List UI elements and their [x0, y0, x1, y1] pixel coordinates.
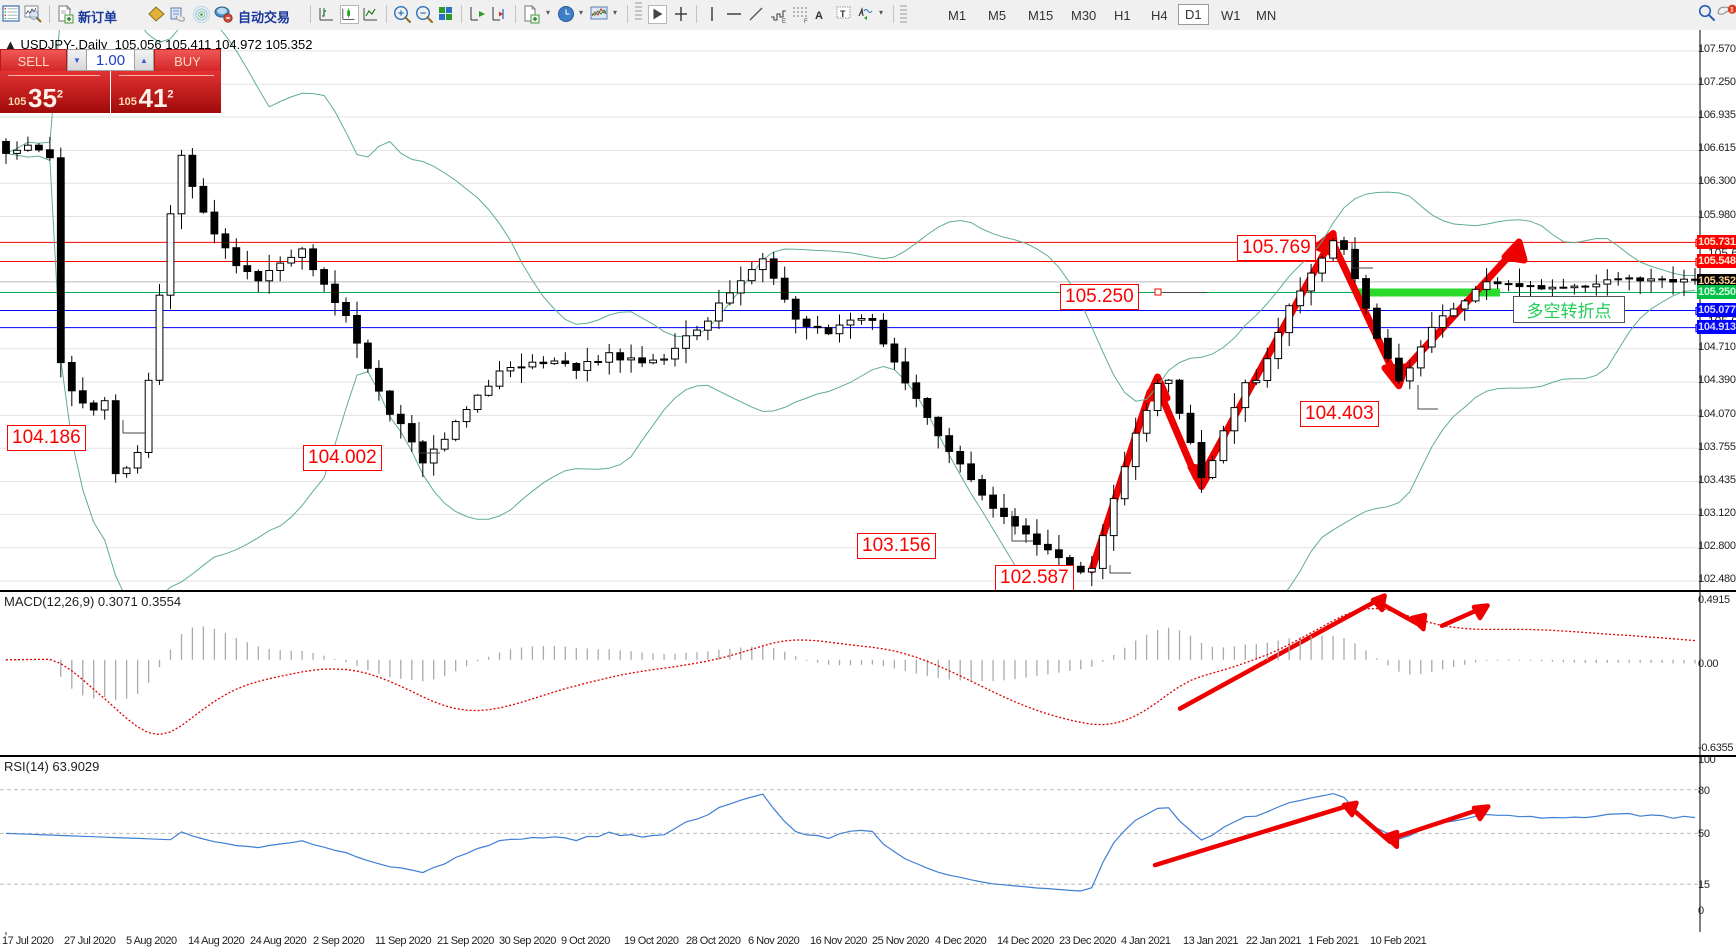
svg-text:1: 1	[1730, 7, 1734, 14]
svg-text:E: E	[782, 19, 786, 24]
svg-text:F: F	[804, 19, 808, 24]
svg-text:A: A	[815, 10, 823, 22]
svg-text:T: T	[840, 9, 846, 19]
